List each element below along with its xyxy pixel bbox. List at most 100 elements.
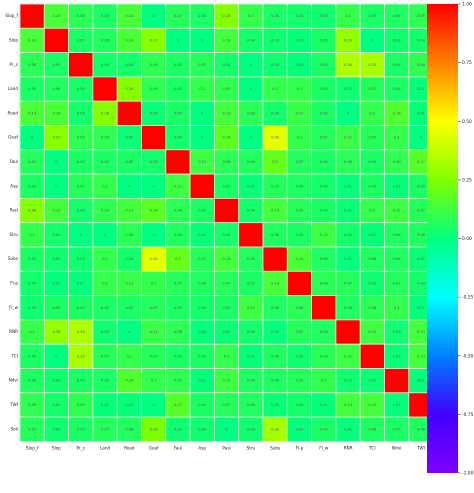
cell-value-r0-c7: 0.05 (198, 14, 206, 18)
cell-value-r13-c16: 0.13 (417, 330, 425, 334)
cell-value-r7-c5: 0 (153, 184, 156, 188)
heatmap-cell-r9-c5 (141, 222, 167, 248)
heatmap-cell-r6-c4 (116, 149, 142, 175)
y-tick-label-7: Asp (10, 183, 18, 188)
cell-value-r13-c14: 0.12 (368, 330, 376, 334)
heatmap-cell-r13-c3 (92, 319, 118, 345)
heatmap-cell-r17-c11 (286, 416, 312, 442)
heatmap-cell-r2-c4 (116, 52, 142, 78)
cell-value-r3-c4: 0.26 (125, 87, 134, 91)
cell-value-r14-c9: 0.01 (247, 354, 255, 358)
heatmap-cell-r6-c9 (238, 149, 264, 175)
cell-value-r7-c4: 0 (128, 184, 131, 188)
cell-value-r9-c6: 0.06 (174, 233, 183, 237)
cell-value-r17-c11: 0.01 (295, 427, 303, 431)
heatmap-cell-r14-c7 (189, 343, 215, 369)
cell-value-r7-c15: 0.01 (393, 184, 401, 188)
cell-value-r13-c15: 0.03 (393, 330, 401, 334)
cell-value-r2-c7: 0.07 (198, 63, 206, 67)
cell-value-r16-c9: 0.06 (247, 403, 256, 407)
heatmap-cell-r13-c13 (335, 319, 361, 345)
cell-value-r16-c1: 0.04 (52, 403, 61, 407)
cell-value-r17-c8: 0 (225, 427, 228, 431)
cell-value-r5-c8: 0.18 (223, 136, 232, 140)
cell-value-r11-c6: 0.07 (174, 281, 182, 285)
heatmap-cell-r7-c3 (92, 173, 118, 199)
cell-value-r12-c9: 0.12 (247, 306, 255, 310)
heatmap-cell-r12-c4 (116, 295, 142, 321)
cell-value-r12-c15: 0.1 (394, 306, 400, 310)
cell-value-r9-c13: 0.04 (344, 233, 353, 237)
cell-value-r5-c15: 0.1 (394, 136, 400, 140)
heatmap-cell-r4-c0 (19, 100, 45, 126)
cell-value-r15-c11: 0.07 (295, 379, 303, 383)
heatmap-cell-r10-c12 (311, 246, 337, 272)
cell-value-r6-c11: 0.07 (295, 160, 303, 164)
cell-value-r17-c13: 0.01 (344, 427, 352, 431)
cell-value-r5-c7: 0 (201, 136, 204, 140)
y-tick-label-0: Slop_f (5, 13, 18, 18)
y-tick-label-6: Faul (10, 159, 18, 164)
heatmap-cell-r3-c14 (359, 76, 385, 102)
cell-value-r11-c2: 0.01 (77, 281, 85, 285)
heatmap-cell-r4-c2 (68, 100, 94, 126)
cell-value-r0-c10: 0.05 (271, 14, 279, 18)
cell-value-r7-c12: 0.04 (320, 184, 329, 188)
cell-value-r12-c4: 0.05 (125, 306, 133, 310)
cell-value-r5-c14: 0.07 (368, 136, 376, 140)
cell-value-r9-c16: 0.06 (417, 233, 426, 237)
cell-value-r12-c10: 0.06 (271, 306, 280, 310)
y-tick-label-8: Pasl (10, 208, 18, 213)
cell-value-r16-c11: 0.04 (295, 403, 304, 407)
x-tick-label-5: Geaf (149, 445, 159, 450)
cell-value-r16-c13: 0.13 (344, 403, 352, 407)
cell-value-r17-c12: 0.05 (320, 427, 328, 431)
y-tick-label-14: TCI (11, 353, 18, 358)
heatmap-cell-r4-c13 (335, 100, 361, 126)
cell-value-r11-c5: 0.1 (151, 281, 157, 285)
cell-value-r16-c7: 0.05 (198, 403, 206, 407)
cell-value-r1-c10: 0.03 (271, 38, 279, 42)
cell-value-r14-c2: 0.33 (77, 354, 85, 358)
cell-value-r9-c4: 0.08 (125, 233, 134, 237)
cell-value-r15-c10: 0.06 (271, 379, 280, 383)
x-tick-label-14: TCI (368, 445, 375, 450)
y-tick-label-15: Ndvi (9, 378, 18, 383)
heatmap-cell-r11-c7 (189, 270, 215, 296)
cell-value-r8-c11: 0.07 (295, 209, 303, 213)
heatmap-cell-r1-c4 (116, 27, 142, 53)
cell-value-r5-c16: 0 (420, 136, 423, 140)
cell-value-r3-c8: 0.09 (223, 87, 232, 91)
heatmap-cell-r14-c5 (141, 343, 167, 369)
cell-value-r9-c12: 0.12 (320, 233, 328, 237)
x-tick-label-15: Ndvi (392, 445, 401, 450)
cell-value-r8-c0: 0.26 (28, 209, 37, 213)
cell-value-r10-c2: 0.03 (77, 257, 85, 261)
cell-value-r7-c3: 0.1 (102, 184, 108, 188)
cell-value-r8-c14: 0.1 (369, 209, 375, 213)
cell-value-r11-c15: 0.07 (393, 281, 401, 285)
heatmap-cell-r1-c10 (262, 27, 288, 53)
heatmap-cell-r6-c14 (359, 149, 385, 175)
heatmap-cell-r10-c9 (238, 246, 264, 272)
heatmap-cell-r8-c3 (92, 197, 118, 224)
heatmap-cell-r15-c8 (213, 368, 240, 394)
cell-value-r4-c12: 0.05 (320, 111, 328, 115)
colorbar: 1.00 0.75 0.50 0.25 0.00 -0.25 -0.50 -0.75 -1.00 (427, 2, 474, 477)
heatmap-cell-r10-c1 (43, 246, 69, 272)
cell-value-r13-c2: 0.34 (77, 330, 86, 334)
heatmap-cell-r17-c6 (165, 416, 191, 442)
cell-value-r15-c1: 0.03 (52, 379, 60, 383)
heatmap-cell-r14-c1 (43, 343, 69, 369)
cell-value-r10-c5: 0.45 (150, 257, 158, 261)
cell-value-r2-c4: 0.04 (125, 63, 134, 67)
x-tick-label-6: Faul (174, 445, 182, 450)
cell-value-r16-c12: 0.01 (320, 403, 328, 407)
cell-value-r6-c16: 0.17 (417, 160, 425, 164)
heatmap-cell-r0-c11 (286, 3, 312, 29)
heatmap-cell-r3-c11 (286, 76, 312, 102)
cell-value-r7-c16: 0.05 (417, 184, 425, 188)
cell-value-r7-c2: 0.07 (77, 184, 85, 188)
heatmap-cell-r2-c7 (189, 52, 215, 78)
cell-value-r1-c13: 0.29 (344, 38, 353, 42)
